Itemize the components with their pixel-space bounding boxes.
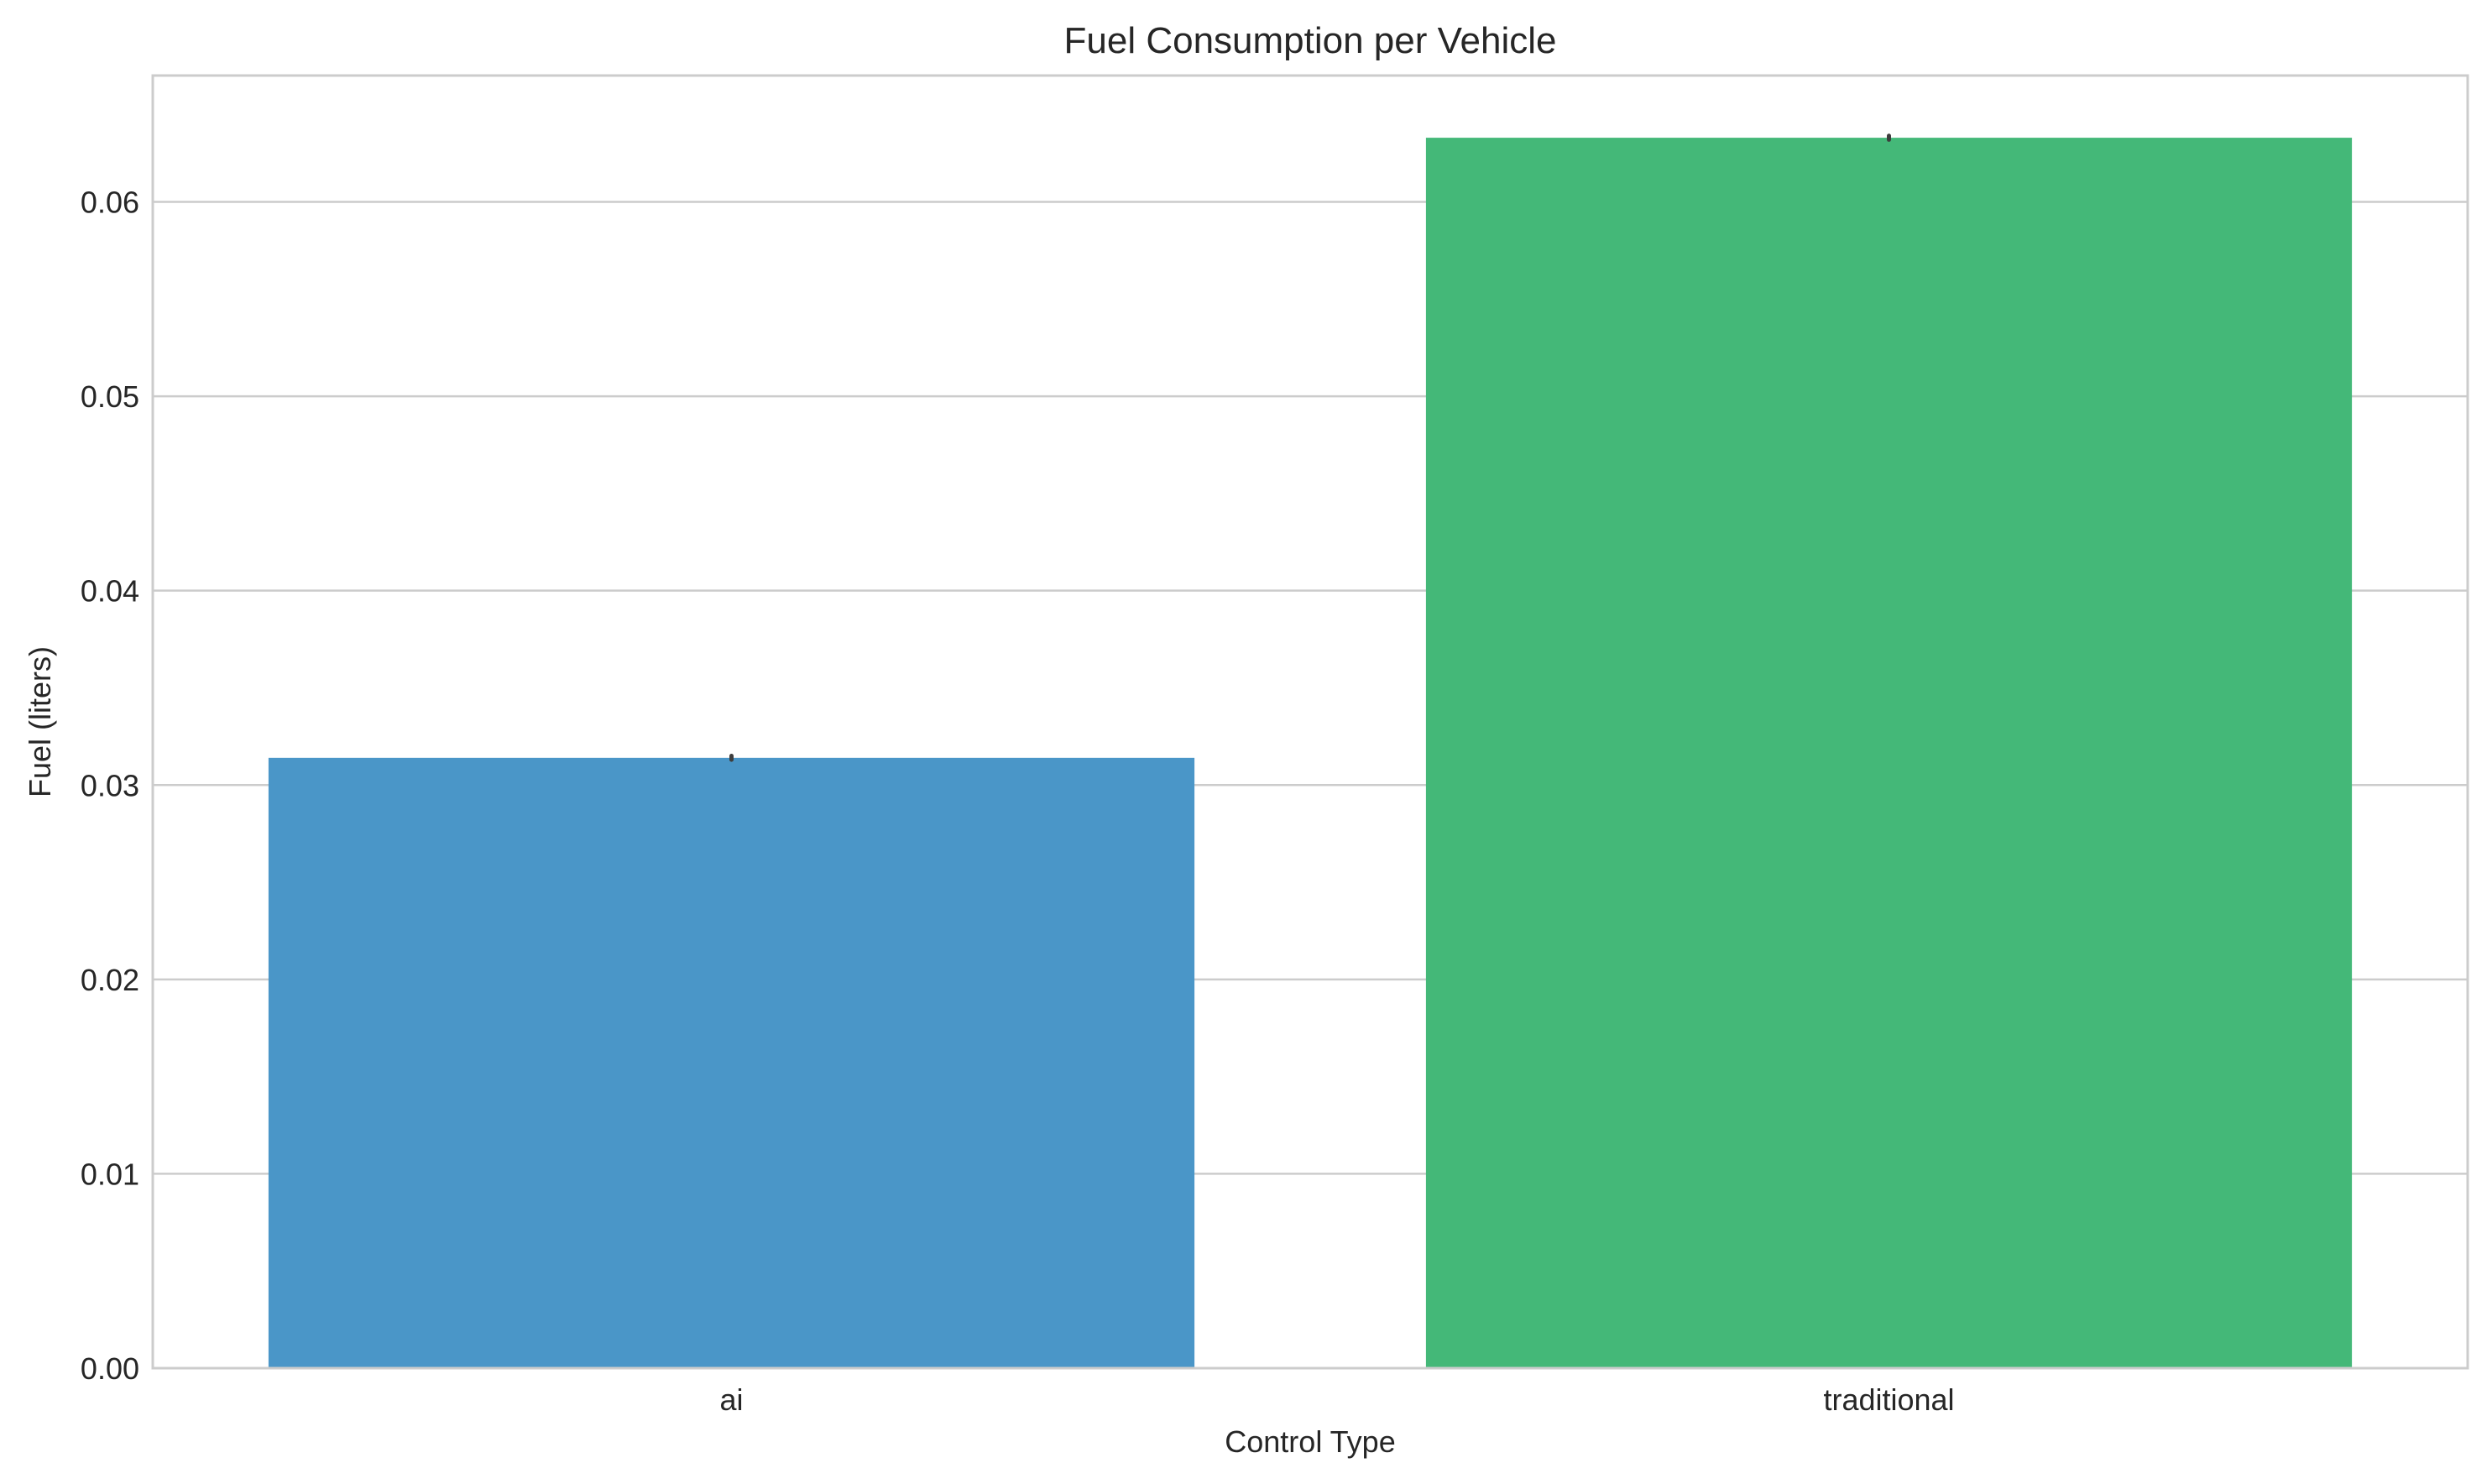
x-axis-ticks: ai traditional	[719, 1382, 1954, 1417]
y-tick-label: 0.06	[81, 186, 139, 220]
y-axis-label: Fuel (liters)	[23, 646, 57, 797]
bar-traditional	[1425, 138, 2353, 1369]
plot-frame	[151, 74, 2469, 1370]
y-axis-ticks: 0.00 0.01 0.02 0.03 0.04 0.05 0.06	[81, 186, 139, 1386]
x-tick-label: ai	[719, 1382, 743, 1417]
y-tick-label: 0.04	[81, 574, 139, 609]
bar-ai	[268, 757, 1195, 1368]
chart-title: Fuel Consumption per Vehicle	[1064, 20, 1557, 61]
error-bars	[729, 133, 1891, 762]
y-tick-label: 0.01	[81, 1157, 139, 1191]
y-tick-label: 0.02	[81, 963, 139, 997]
y-tick-label: 0.05	[81, 379, 139, 414]
y-tick-label: 0.03	[81, 768, 139, 802]
bars	[268, 138, 2353, 1369]
x-axis-label: Control Type	[1225, 1424, 1395, 1459]
y-tick-label: 0.00	[81, 1351, 139, 1386]
x-tick-label: traditional	[1823, 1382, 1954, 1417]
